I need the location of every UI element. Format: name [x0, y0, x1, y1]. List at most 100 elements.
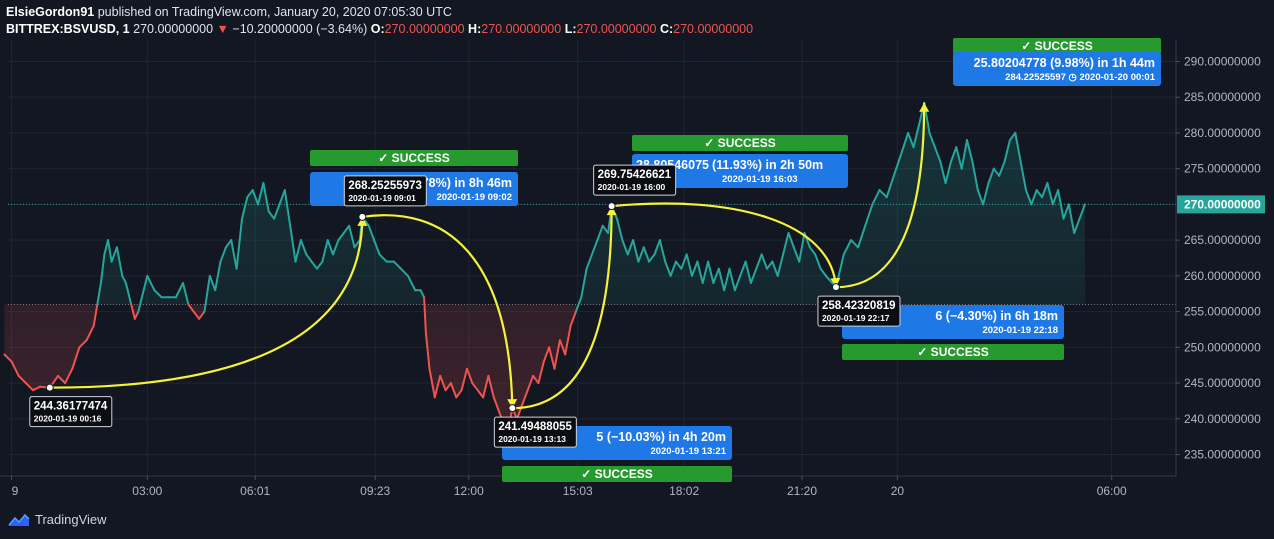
price-line-segment — [133, 310, 140, 320]
success-badge-label: ✓ SUCCESS — [581, 467, 652, 481]
price-tag-box — [29, 396, 113, 428]
price-line-segment — [241, 196, 249, 220]
price-line-segment — [1073, 217, 1081, 234]
price-line-segment — [733, 274, 742, 292]
success-badge — [632, 135, 848, 151]
measure-sub: 2020-01-19 22:18 — [982, 325, 1058, 336]
price-line-segment — [32, 385, 42, 392]
price-line-segment — [342, 224, 351, 234]
price-line-segment — [1019, 160, 1027, 192]
price-line-segment — [424, 332, 431, 370]
high-label: H: — [468, 22, 482, 36]
price-line-segment — [71, 346, 81, 370]
price-line-segment — [907, 131, 915, 149]
price-line-segment — [782, 232, 790, 256]
time-tick-label: 15:03 — [563, 484, 593, 498]
time-tick-label: 18:02 — [669, 484, 699, 498]
open-value: 270.00000000 — [384, 22, 465, 36]
price-line-segment — [124, 282, 133, 306]
price-tick-label: 280.00000000 — [1184, 126, 1261, 140]
success-badge — [502, 466, 732, 482]
price-line-segment — [691, 260, 699, 277]
time-tick-label: 06:01 — [240, 484, 270, 498]
ohlc-line: BITTREX:BSVUSD, 1 270.00000000 ▼ −10.200… — [6, 22, 753, 36]
measure-box — [953, 52, 1161, 86]
price-line-segment — [998, 160, 1006, 177]
arrow-head — [357, 216, 368, 226]
price-line-segment — [658, 239, 667, 263]
price-line-segment — [487, 374, 495, 399]
price-line-segment — [712, 267, 720, 284]
price-line-segment — [653, 239, 661, 256]
price-line-segment — [776, 253, 785, 277]
price-line-segment — [808, 246, 817, 256]
area-fill-down — [4, 304, 579, 434]
price-line-segment — [299, 239, 308, 256]
price-line-segment — [928, 131, 936, 149]
price-line-segment — [353, 239, 361, 249]
price-line-segment — [407, 274, 417, 292]
price-line-segment — [558, 339, 567, 356]
price-line-segment — [537, 360, 545, 385]
price-line-segment — [96, 282, 102, 306]
price-line-segment — [574, 296, 583, 313]
price-line-segment — [471, 382, 479, 392]
price-line-segment — [885, 174, 895, 199]
price-line-segment — [428, 367, 436, 399]
price-line-segment — [433, 374, 442, 399]
price-line-segment — [553, 339, 561, 370]
price-tag-time: 2020-01-19 22:17 — [822, 313, 890, 323]
price-line-segment — [819, 267, 827, 277]
price-line-segment — [130, 303, 136, 320]
price-tick-label: 265.00000000 — [1184, 233, 1261, 247]
time-tick-label: 20 — [891, 484, 905, 498]
price-line-segment — [992, 167, 1001, 177]
pivot-point — [607, 202, 616, 211]
price-line-segment — [532, 374, 540, 385]
price-line-segment — [305, 253, 313, 263]
trend-arrow — [362, 214, 514, 409]
price-line-segment — [289, 224, 297, 263]
price-line-segment — [526, 374, 535, 392]
author-name[interactable]: ElsieGordon91 — [6, 5, 95, 19]
trend-arrow — [49, 216, 364, 389]
price-line-segment — [601, 224, 610, 234]
price-line-segment — [542, 346, 551, 363]
price-line-segment — [1051, 189, 1060, 206]
low-value: 270.00000000 — [576, 22, 657, 36]
price-line-segment — [107, 239, 113, 263]
price-tag-box — [817, 295, 901, 327]
price-line-segment — [814, 253, 822, 270]
price-line-segment — [728, 267, 736, 292]
price-line-segment — [153, 289, 163, 299]
measure-sub: 2020-01-19 13:21 — [650, 446, 726, 457]
price-line-segment — [564, 324, 572, 356]
price-tick-label: 290.00000000 — [1184, 54, 1261, 68]
price-line-segment — [933, 146, 942, 163]
price-line-segment — [348, 224, 356, 249]
success-badge-label: ✓ SUCCESS — [378, 151, 449, 165]
price-tick-label: 255.00000000 — [1184, 305, 1261, 319]
price-line-segment — [966, 139, 974, 163]
price-line-segment — [1067, 203, 1076, 234]
success-badge-label: ✓ SUCCESS — [917, 345, 988, 359]
price-tag-value: 258.42320819 — [822, 300, 896, 312]
price-line-segment — [17, 374, 27, 385]
price-line-segment — [146, 274, 156, 292]
price-tag-value: 244.36177474 — [34, 401, 108, 413]
price-line-segment — [864, 203, 874, 227]
price-line-segment — [273, 203, 281, 220]
price-line-segment — [871, 189, 881, 206]
price-line-segment — [64, 367, 74, 385]
price-line-segment — [99, 253, 106, 284]
price-line-segment — [1062, 203, 1070, 220]
price-line-segment — [744, 260, 752, 284]
price-line-segment — [591, 239, 599, 256]
tradingview-brand[interactable]: TradingView — [8, 512, 107, 527]
time-tick-label: 12:00 — [454, 484, 484, 498]
price-tag-time: 2020-01-19 13:13 — [498, 434, 566, 444]
price-line-segment — [57, 374, 67, 385]
price-tick-label: 260.00000000 — [1184, 269, 1261, 283]
trend-arrow — [835, 102, 926, 289]
